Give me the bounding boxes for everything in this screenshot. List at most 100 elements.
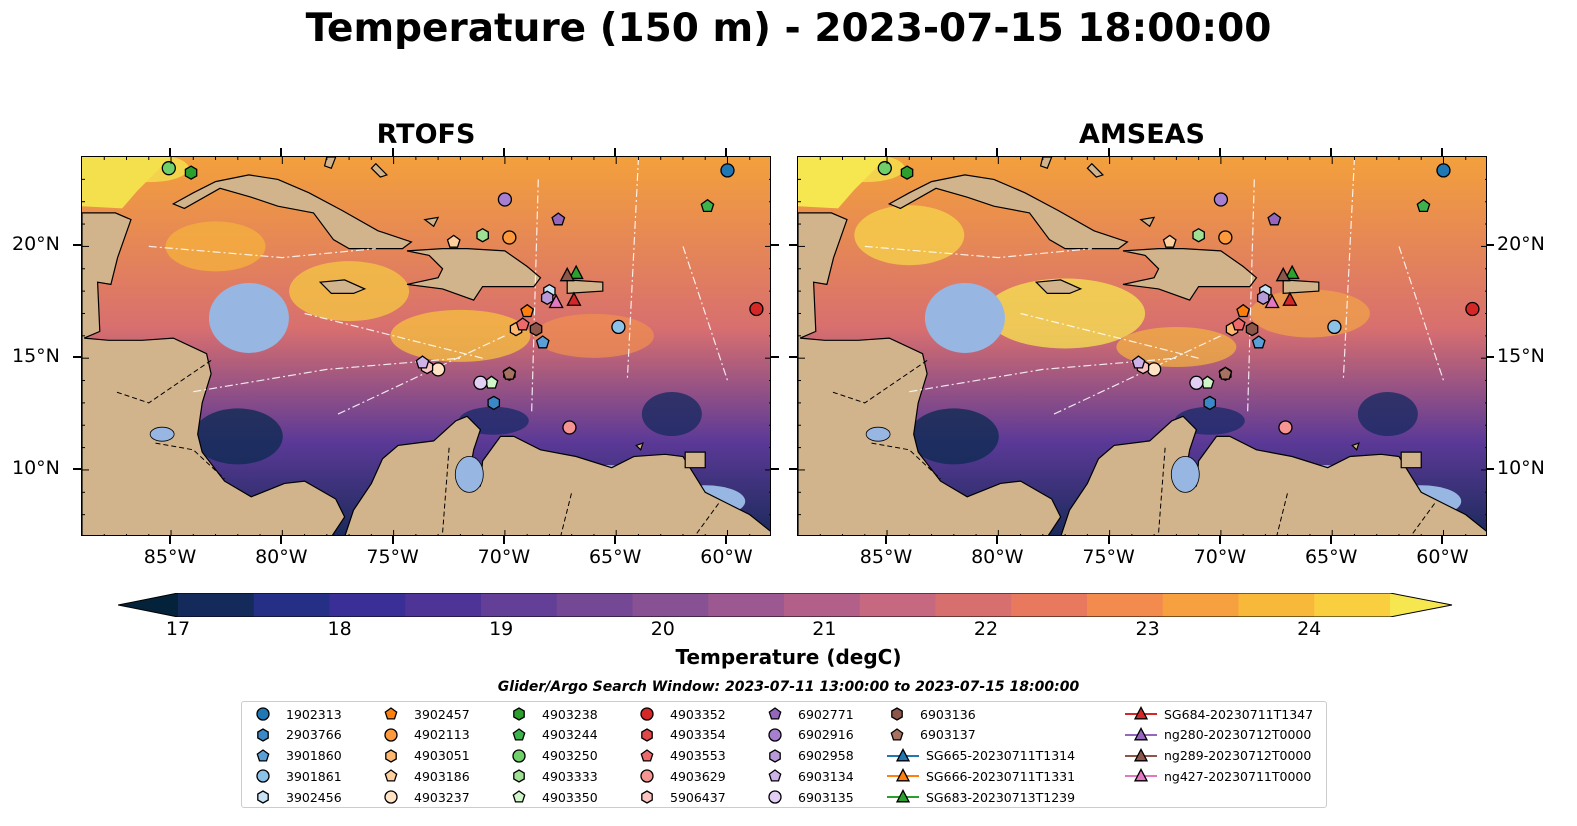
marker-6903137[interactable]: [502, 366, 517, 380]
map-amseas[interactable]: [797, 156, 1487, 536]
marker-SG684-20230711T1347[interactable]: [1282, 291, 1298, 306]
marker-6902958[interactable]: [1256, 290, 1270, 306]
marker-4903333[interactable]: [476, 227, 489, 243]
legend-label: 4902113: [414, 727, 470, 743]
marker-4903629[interactable]: [1278, 420, 1293, 435]
marker-ng427-20230711T0000[interactable]: [548, 293, 564, 309]
marker-4903238[interactable]: [184, 165, 198, 180]
marker-6903134[interactable]: [1131, 355, 1146, 369]
marker-4903250[interactable]: [161, 161, 176, 176]
lon-tick-mark: [996, 148, 999, 156]
marker-2903766[interactable]: [487, 395, 501, 411]
marker-4902113[interactable]: [502, 230, 517, 245]
marker-3902457[interactable]: [1236, 303, 1251, 318]
marker-6902771[interactable]: [551, 212, 566, 226]
marker-4903629[interactable]: [562, 420, 577, 435]
marker-ng427-20230711T0000[interactable]: [1264, 293, 1280, 309]
marker-6903136[interactable]: [529, 321, 543, 337]
legend-item: 6902771: [764, 704, 854, 724]
legend-item: ng280-20230712T0000: [1124, 725, 1311, 745]
marker-6903134[interactable]: [415, 355, 430, 369]
marker-4903186[interactable]: [1162, 234, 1177, 248]
marker-4903244[interactable]: [700, 198, 715, 213]
marker-3901861[interactable]: [1327, 319, 1342, 335]
marker-4903237[interactable]: [430, 362, 446, 377]
legend-item: SG665-20230711T1314: [886, 746, 1075, 766]
legend-item: 4903350: [508, 787, 598, 807]
lat-tick-mark: [771, 244, 779, 247]
colorbar-tick-label: 17: [165, 618, 191, 640]
lon-tick-mark: [725, 536, 728, 544]
legend-marker-icon: [768, 707, 782, 720]
marker-3901860[interactable]: [535, 335, 550, 349]
legend-item: SG666-20230711T1331: [886, 766, 1075, 786]
marker-6902771[interactable]: [1267, 212, 1282, 226]
marker-4903186[interactable]: [446, 234, 461, 248]
marker-4903250[interactable]: [877, 161, 892, 176]
marker-3901861[interactable]: [611, 319, 626, 335]
legend-marker-icon: [887, 747, 919, 762]
legend-label: 6903136: [920, 706, 976, 722]
legend-marker-icon: [384, 707, 398, 720]
marker-4903352[interactable]: [1465, 301, 1480, 317]
lon-tick-mark: [169, 536, 172, 544]
marker-6902916[interactable]: [1213, 192, 1229, 207]
marker-3901860[interactable]: [1251, 335, 1266, 349]
lat-tick-mark: [1486, 244, 1494, 247]
marker-1902313[interactable]: [720, 163, 735, 178]
lon-tick-label: 80°W: [255, 546, 308, 568]
marker-6903135[interactable]: [1189, 375, 1204, 390]
legend-item: ng289-20230712T0000: [1124, 746, 1311, 766]
lon-tick-label: 60°W: [700, 546, 753, 568]
marker-4903238[interactable]: [900, 165, 914, 180]
legend-marker-icon: [256, 748, 270, 762]
marker-4903352[interactable]: [749, 301, 764, 317]
marker-6903137[interactable]: [1218, 366, 1233, 380]
marker-ng289-20230712T0000[interactable]: [1275, 266, 1291, 282]
legend-item: 6902958: [764, 746, 854, 766]
legend-label: 4903629: [670, 768, 726, 784]
marker-SG684-20230711T1347[interactable]: [566, 291, 582, 306]
legend-label: 2903766: [286, 727, 342, 743]
legend-item: 3901860: [252, 746, 342, 766]
legend-item: 1902313: [252, 704, 342, 724]
legend-item: 4903238: [508, 704, 598, 724]
marker-6903136[interactable]: [1245, 321, 1259, 337]
lat-tick-label-right: 20°N: [1497, 233, 1545, 256]
lon-tick-mark: [280, 148, 283, 156]
lat-tick-mark: [73, 356, 81, 359]
legend-label: ng280-20230712T0000: [1164, 727, 1312, 743]
marker-4903333[interactable]: [1192, 227, 1205, 243]
marker-SG683-20230713T1239[interactable]: [568, 264, 584, 280]
marker-4903553[interactable]: [1231, 317, 1246, 331]
marker-SG683-20230713T1239[interactable]: [1284, 264, 1300, 280]
colorbar: [118, 593, 1453, 617]
figure-title: Temperature (150 m) - 2023-07-15 18:00:0…: [305, 6, 1272, 51]
marker-4903244[interactable]: [1416, 198, 1431, 213]
legend-item: 6903134: [764, 766, 854, 786]
lat-tick-mark: [771, 467, 779, 470]
marker-6902958[interactable]: [540, 290, 554, 306]
map-rtofs[interactable]: [81, 156, 771, 536]
legend-marker-icon: [887, 768, 919, 782]
legend-label: 3901861: [286, 768, 342, 784]
legend-label: SG666-20230711T1331: [926, 768, 1076, 784]
legend-marker-icon: [641, 728, 653, 742]
marker-ng289-20230712T0000[interactable]: [559, 266, 575, 282]
marker-4902113[interactable]: [1218, 230, 1233, 245]
marker-4903237[interactable]: [1146, 362, 1162, 377]
colorbar-tick-label: 20: [650, 618, 675, 640]
legend-marker-icon: [640, 769, 654, 784]
map-canvas: [82, 157, 770, 535]
lat-tick-mark: [1486, 467, 1494, 470]
lon-tick-mark: [614, 536, 617, 544]
marker-6902916[interactable]: [497, 192, 513, 207]
legend-item: 5906437: [636, 787, 726, 807]
marker-2903766[interactable]: [1203, 395, 1217, 411]
marker-6903135[interactable]: [473, 375, 488, 390]
lon-tick-mark: [1441, 536, 1444, 544]
marker-3902457[interactable]: [520, 303, 535, 318]
marker-4903553[interactable]: [515, 317, 530, 331]
marker-1902313[interactable]: [1436, 163, 1451, 178]
colorbar-tick-label: 18: [327, 618, 352, 640]
